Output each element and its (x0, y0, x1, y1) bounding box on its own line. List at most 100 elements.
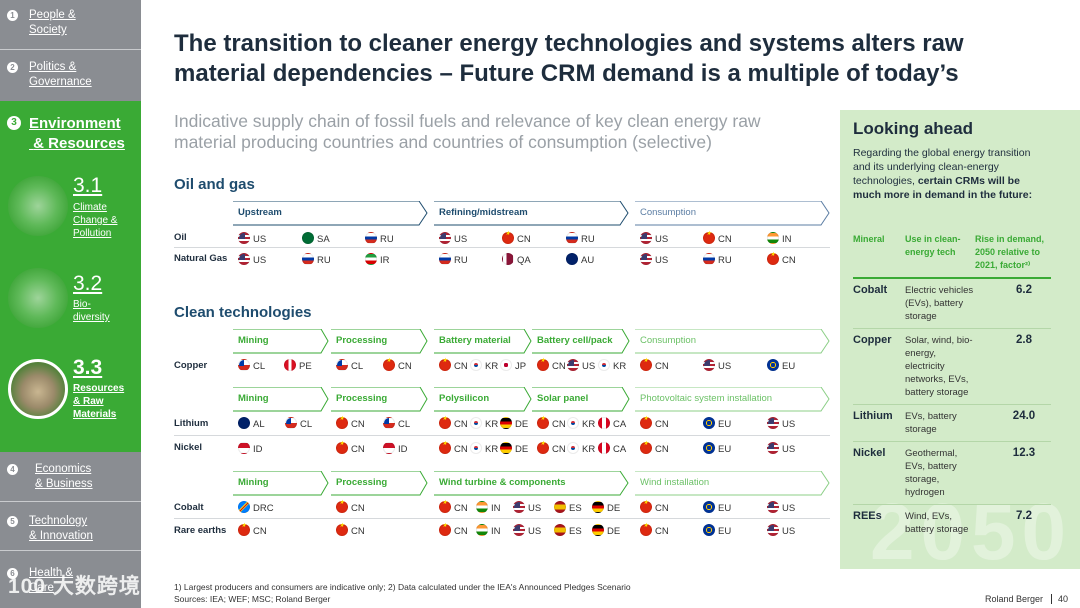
es-flag-icon (554, 524, 566, 536)
mineral-use: Solar, wind, bio-energy, electricity net… (905, 335, 973, 398)
cn-flag-icon (640, 522, 652, 536)
section-title-clean-tech: Clean technologies (174, 304, 312, 321)
subnav-number-active[interactable]: 3.3 (73, 356, 103, 379)
stage-arrow-shape (532, 387, 630, 412)
subnav-number[interactable]: 3.2 (73, 272, 103, 295)
stage-mining: Mining (233, 329, 329, 354)
qa-flag-icon (502, 253, 514, 265)
country-tag: US (567, 359, 595, 372)
demand-factor: 24.0 (1012, 410, 1036, 422)
stage-processing: Processing (331, 471, 428, 496)
biodiversity-thumbnail[interactable] (8, 268, 68, 328)
climate-thumbnail[interactable] (8, 176, 68, 236)
us-flag-icon (439, 232, 451, 244)
divider (853, 328, 1051, 329)
country-tag: CN (439, 357, 468, 372)
country-tag: AU (566, 253, 594, 266)
stage-label: Mining (238, 477, 269, 488)
ru-flag-icon (566, 232, 578, 244)
row-label-nickel: Nickel (174, 442, 202, 453)
de-flag-icon (592, 524, 604, 536)
country-tag: KR (567, 442, 595, 455)
us-flag-icon (567, 359, 579, 371)
cn-flag-icon (640, 357, 652, 371)
country-tag: IN (476, 501, 501, 514)
au-flag-icon (238, 417, 250, 429)
country-tag: CN (640, 499, 669, 514)
country-tag: IN (476, 524, 501, 537)
id-flag-icon (383, 442, 395, 454)
stage-label: Consumption (640, 335, 696, 346)
es-flag-icon (554, 501, 566, 513)
ru-flag-icon (703, 253, 715, 265)
nav-item-politics[interactable]: 2 Politics & Governance (0, 61, 141, 100)
cn-flag-icon (336, 415, 348, 429)
subnav-label-active[interactable]: Resources & Raw Materials (73, 383, 125, 420)
nav-number: 1 (7, 10, 18, 21)
stage-processing: Processing (331, 387, 428, 412)
cn-flag-icon (336, 522, 348, 536)
us-flag-icon (238, 253, 250, 265)
cl-flag-icon (383, 417, 395, 429)
cn-flag-icon (439, 357, 451, 371)
country-tag: CL (285, 417, 312, 430)
country-tag: RU (566, 232, 595, 245)
country-tag: CN (640, 415, 669, 430)
divider (853, 441, 1051, 442)
mineral-name: Nickel (853, 447, 886, 459)
mineral-use: EVs, battery storage (905, 411, 957, 435)
stage-label: Polysilicon (439, 393, 490, 404)
country-tag: DE (592, 524, 620, 537)
stage-label: Upstream (238, 207, 282, 218)
nav-item-people[interactable]: 1 People & Society (0, 9, 141, 48)
demand-factor: 12.3 (1012, 447, 1036, 459)
subnav-number[interactable]: 3.1 (73, 174, 103, 197)
col-header-mineral: Mineral (853, 234, 885, 244)
cn-flag-icon (439, 440, 451, 454)
country-tag: CN (383, 357, 412, 372)
country-tag: CN (502, 230, 531, 245)
us-flag-icon (703, 359, 715, 371)
mineral-use: Wind, EVs, battery storage (905, 511, 969, 535)
resources-thumbnail[interactable] (8, 359, 68, 419)
country-tag: CN (703, 230, 732, 245)
country-tag: ID (238, 442, 263, 455)
subnav-label[interactable]: Bio-diversity (73, 299, 110, 323)
country-tag: CN (439, 522, 468, 537)
country-tag: CN (336, 522, 365, 537)
us-flag-icon (767, 442, 779, 454)
row-label-cobalt: Cobalt (174, 502, 204, 513)
mineral-use: Geothermal, EVs, battery storage, hydrog… (905, 448, 958, 498)
page-title: The transition to cleaner energy technol… (174, 30, 964, 87)
country-tag: DE (500, 442, 528, 455)
country-tag: RU (365, 232, 394, 245)
country-tag: SA (302, 232, 330, 245)
nav-item-health[interactable]: 6 Health & Care (0, 567, 141, 598)
kr-flag-icon (567, 417, 579, 429)
nav-label: Health & Care (29, 567, 74, 594)
cn-flag-icon (640, 440, 652, 454)
country-tag: CN (640, 440, 669, 455)
nav-item-technology[interactable]: 5 Technology & Innovation (0, 515, 141, 554)
divider (0, 49, 141, 50)
stage-pv-installation: Photovoltaic system installation (635, 387, 830, 412)
country-tag: CN (439, 440, 468, 455)
nav-item-economics[interactable]: 4 Economics & Business (0, 463, 141, 502)
subnav-label[interactable]: Climate Change & Pollution (73, 202, 118, 239)
row-label-oil: Oil (174, 232, 187, 243)
country-tag: CN (640, 357, 669, 372)
looking-ahead-panel: 2050 Looking ahead Regarding the global … (840, 110, 1080, 576)
country-tag: CN (640, 522, 669, 537)
nav-item-environment[interactable]: 3 Environment & Resources 3.1 Climate Cha… (0, 101, 141, 452)
stage-mining: Mining (233, 471, 329, 496)
ir-flag-icon (365, 253, 377, 265)
panel-intro: Regarding the global energy transition a… (853, 147, 1033, 201)
country-tag: EU (703, 524, 731, 537)
nav-number: 6 (7, 568, 18, 579)
stage-label: Battery cell/pack (537, 335, 613, 346)
us-flag-icon (640, 253, 652, 265)
country-tag: US (640, 232, 668, 245)
mineral-use: Electric vehicles (EVs), battery storage (905, 285, 974, 322)
cn-flag-icon (383, 357, 395, 371)
eu-flag-icon (767, 359, 779, 371)
